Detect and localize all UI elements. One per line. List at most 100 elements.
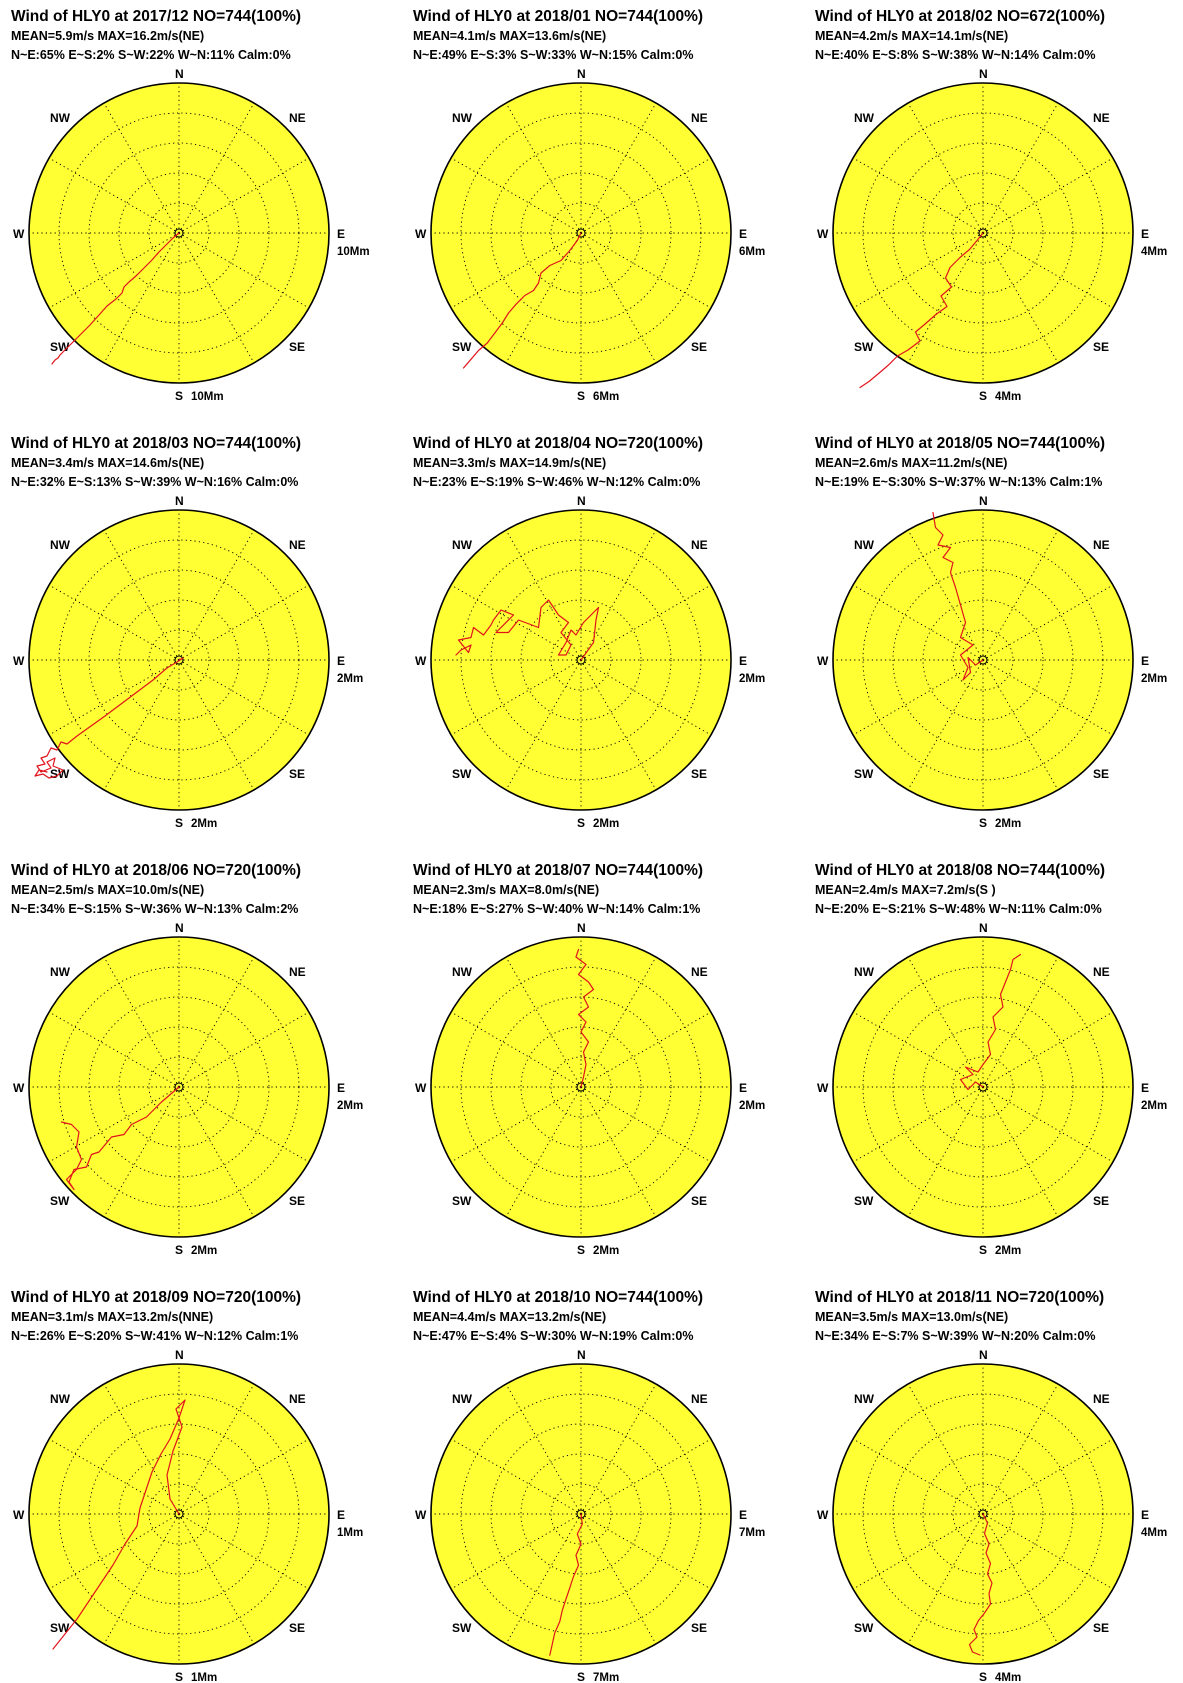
panel-stats: MEAN=3.3m/s MAX=14.9m/s(NE) bbox=[413, 456, 606, 470]
grid-spoke bbox=[852, 1438, 984, 1515]
grid-spoke bbox=[982, 1513, 1059, 1645]
grid-spoke bbox=[178, 1086, 255, 1218]
direction-label-w: W bbox=[415, 654, 427, 668]
grid-spoke bbox=[178, 1513, 255, 1645]
grid-spoke bbox=[852, 1086, 984, 1163]
panel-stats: MEAN=4.4m/s MAX=13.2m/s(NE) bbox=[413, 1310, 606, 1324]
direction-label-s: S bbox=[175, 389, 183, 403]
direction-label-e: E bbox=[1141, 654, 1149, 668]
scale-label-east: 4Mm bbox=[1141, 246, 1167, 258]
panel-stats: MEAN=3.4m/s MAX=14.6m/s(NE) bbox=[11, 456, 204, 470]
grid-spoke bbox=[178, 1383, 255, 1515]
wind-trajectory bbox=[455, 599, 600, 661]
panel-sectors: N~E:34% E~S:15% S~W:36% W~N:13% Calm:2% bbox=[11, 902, 298, 916]
origin-marker bbox=[174, 1509, 184, 1519]
grid-ring bbox=[520, 1026, 642, 1148]
scale-label-south: 2Mm bbox=[995, 1245, 1021, 1257]
direction-label-sw: SW bbox=[50, 767, 70, 781]
wind-panel: Wind of HLY0 at 2018/04 NO=720(100%) MEAN… bbox=[413, 435, 765, 830]
grid-ring bbox=[88, 142, 270, 324]
grid-ring bbox=[892, 569, 1074, 751]
direction-label-ne: NE bbox=[1093, 111, 1110, 125]
direction-label-nw: NW bbox=[50, 538, 71, 552]
grid-spoke bbox=[48, 584, 180, 661]
panel-stats: MEAN=2.3m/s MAX=8.0m/s(NE) bbox=[413, 883, 599, 897]
direction-label-se: SE bbox=[1093, 1621, 1109, 1635]
grid-ring bbox=[148, 202, 210, 264]
direction-label-sw: SW bbox=[452, 767, 472, 781]
panel-sectors: N~E:20% E~S:21% S~W:48% W~N:11% Calm:0% bbox=[815, 902, 1102, 916]
grid-spoke bbox=[48, 659, 180, 736]
grid-spoke bbox=[505, 1513, 582, 1645]
wind-trajectory bbox=[932, 511, 984, 681]
grid-ring bbox=[520, 1453, 642, 1575]
panel-title: Wind of HLY0 at 2018/01 NO=744(100%) bbox=[413, 8, 703, 25]
grid-ring bbox=[520, 599, 642, 721]
grid-spoke bbox=[580, 157, 712, 234]
wind-panel: Wind of HLY0 at 2018/09 NO=720(100%) MEAN… bbox=[11, 1289, 363, 1683]
grid-ring bbox=[490, 1423, 672, 1605]
direction-label-nw: NW bbox=[854, 1392, 875, 1406]
direction-label-nw: NW bbox=[854, 538, 875, 552]
scale-label-east: 2Mm bbox=[1141, 673, 1167, 685]
scale-label-south: 7Mm bbox=[593, 1672, 619, 1683]
scale-label-east: 6Mm bbox=[739, 246, 765, 258]
grid-ring bbox=[118, 1026, 240, 1148]
direction-label-n: N bbox=[577, 921, 586, 935]
direction-label-ne: NE bbox=[289, 111, 306, 125]
origin-marker bbox=[978, 228, 988, 238]
direction-label-s: S bbox=[979, 816, 987, 830]
grid-ring bbox=[550, 202, 612, 264]
grid-ring bbox=[490, 142, 672, 324]
grid-spoke bbox=[907, 529, 984, 661]
direction-label-w: W bbox=[817, 227, 829, 241]
grid-spoke bbox=[580, 584, 712, 661]
grid-ring bbox=[550, 1056, 612, 1118]
direction-label-ne: NE bbox=[1093, 538, 1110, 552]
grid-spoke bbox=[580, 1513, 712, 1590]
wind-panel: Wind of HLY0 at 2018/07 NO=744(100%) MEAN… bbox=[413, 862, 765, 1257]
grid-ring bbox=[892, 142, 1074, 324]
grid-spoke bbox=[103, 1383, 180, 1515]
direction-label-nw: NW bbox=[854, 965, 875, 979]
wind-panel: Wind of HLY0 at 2018/06 NO=720(100%) MEAN… bbox=[11, 862, 363, 1257]
panel-stats: MEAN=4.1m/s MAX=13.6m/s(NE) bbox=[413, 29, 606, 43]
panel-title: Wind of HLY0 at 2018/05 NO=744(100%) bbox=[815, 435, 1105, 452]
direction-label-ne: NE bbox=[691, 111, 708, 125]
direction-label-ne: NE bbox=[691, 1392, 708, 1406]
grid-spoke bbox=[982, 956, 1059, 1088]
grid-ring bbox=[148, 1056, 210, 1118]
grid-spoke bbox=[580, 1086, 657, 1218]
direction-label-s: S bbox=[979, 389, 987, 403]
direction-label-sw: SW bbox=[854, 340, 874, 354]
grid-ring bbox=[922, 172, 1044, 294]
scale-label-east: 2Mm bbox=[1141, 1100, 1167, 1112]
grid-ring bbox=[922, 599, 1044, 721]
grid-spoke bbox=[852, 584, 984, 661]
direction-label-sw: SW bbox=[854, 1621, 874, 1635]
scale-label-east: 2Mm bbox=[337, 1100, 363, 1112]
direction-label-s: S bbox=[577, 816, 585, 830]
grid-spoke bbox=[103, 659, 180, 791]
grid-ring bbox=[922, 1026, 1044, 1148]
grid-spoke bbox=[450, 1086, 582, 1163]
scale-label-east: 2Mm bbox=[337, 673, 363, 685]
direction-label-w: W bbox=[817, 1081, 829, 1095]
grid-ring bbox=[520, 172, 642, 294]
panel-sectors: N~E:34% E~S:7% S~W:39% W~N:20% Calm:0% bbox=[815, 1329, 1095, 1343]
direction-label-se: SE bbox=[1093, 340, 1109, 354]
origin-marker bbox=[174, 655, 184, 665]
grid-spoke bbox=[48, 1513, 180, 1590]
grid-spoke bbox=[505, 529, 582, 661]
panel-title: Wind of HLY0 at 2018/08 NO=744(100%) bbox=[815, 862, 1105, 879]
grid-spoke bbox=[852, 659, 984, 736]
scale-label-south: 4Mm bbox=[995, 391, 1021, 403]
direction-label-nw: NW bbox=[452, 538, 473, 552]
direction-label-n: N bbox=[175, 494, 184, 508]
grid-ring bbox=[892, 996, 1074, 1178]
direction-label-s: S bbox=[577, 1243, 585, 1257]
panel-title: Wind of HLY0 at 2018/03 NO=744(100%) bbox=[11, 435, 301, 452]
grid-spoke bbox=[580, 956, 657, 1088]
panel-sectors: N~E:40% E~S:8% S~W:38% W~N:14% Calm:0% bbox=[815, 48, 1095, 62]
